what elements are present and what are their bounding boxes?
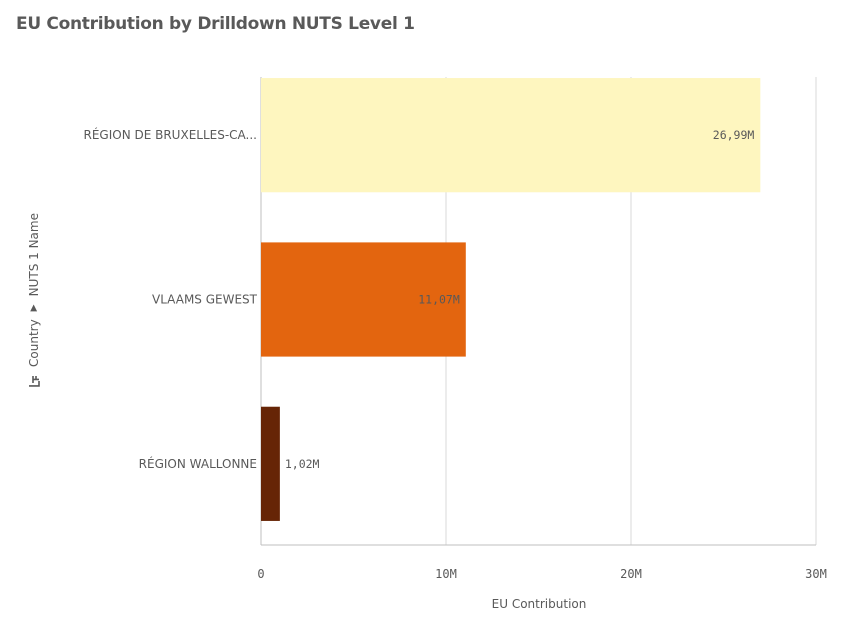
category-label[interactable]: RÉGION WALLONNE: [139, 456, 257, 471]
x-tick-label: 10M: [435, 567, 457, 581]
y-axis-title[interactable]: Country ▶ NUTS 1 Name: [27, 213, 41, 387]
data-label: 26,99M: [713, 128, 755, 142]
bar[interactable]: [261, 406, 280, 521]
x-tick-label: 20M: [620, 567, 642, 581]
data-labels: 26,99M 11,07M 1,02M: [285, 128, 755, 471]
category-label[interactable]: RÉGION DE BRUXELLES-CA...: [83, 127, 257, 142]
x-axis-title: EU Contribution: [492, 597, 587, 611]
data-label: 1,02M: [285, 457, 320, 471]
bar[interactable]: [261, 78, 761, 193]
chart-title: EU Contribution by Drilldown NUTS Level …: [16, 14, 415, 34]
x-tick-label: 30M: [805, 567, 827, 581]
bar[interactable]: [261, 242, 466, 357]
x-tick-labels: 0 10M 20M 30M: [257, 567, 826, 581]
bars: [261, 78, 761, 521]
data-label: 11,07M: [418, 293, 460, 307]
drilldown-icon: [28, 375, 40, 387]
x-tick-label: 0: [257, 567, 264, 581]
category-label[interactable]: VLAAMS GEWEST: [152, 293, 258, 307]
category-labels: RÉGION DE BRUXELLES-CA... VLAAMS GEWEST RÉ…: [83, 127, 257, 471]
